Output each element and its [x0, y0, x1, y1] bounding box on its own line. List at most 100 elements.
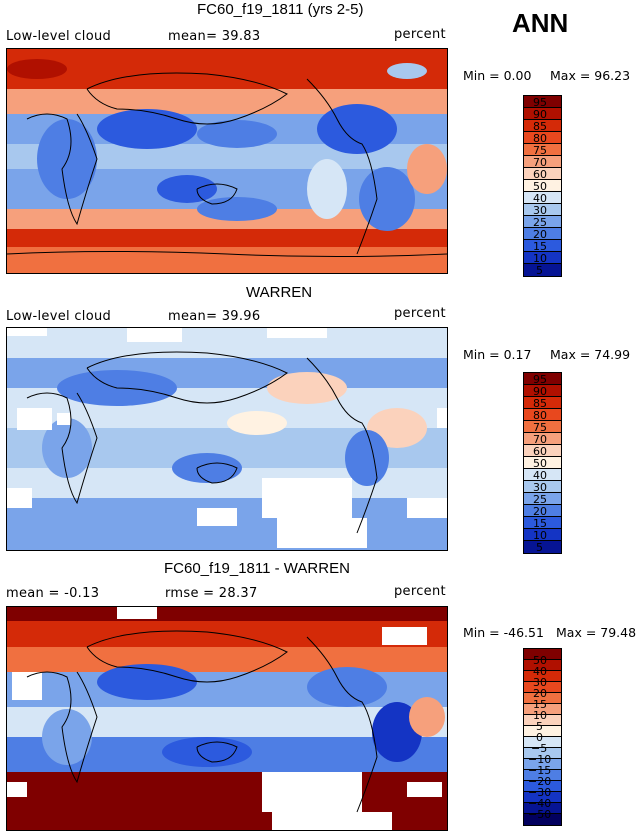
panel1-colorbar — [523, 95, 562, 277]
panel2-colorbar-swatch — [524, 409, 561, 421]
panel1-units-label: percent — [394, 27, 446, 42]
panel3-colorbar-label: −10 — [528, 753, 552, 766]
panel2-colorbar-swatch — [524, 481, 561, 493]
season-label: ANN — [512, 8, 569, 38]
panel2-colorbar-label: 5 — [536, 541, 543, 554]
panel1-colorbar-swatch — [524, 264, 561, 276]
panel1-colorbar-label: 60 — [533, 168, 547, 181]
panel3-colorbar-label: −15 — [528, 764, 552, 777]
panel1-colorbar-label: 80 — [533, 132, 547, 145]
panel1-map-field — [7, 49, 447, 273]
panel1-colorbar-label: 20 — [533, 228, 547, 241]
panel1-colorbar-label: 90 — [533, 108, 547, 121]
panel2-colorbar-swatch — [524, 373, 561, 385]
panel2-colorbar-label: 95 — [533, 373, 547, 386]
panel2-min-label: Min = 0.17 — [463, 347, 532, 362]
panel3-colorbar-swatch — [524, 715, 561, 726]
panel3-mean-label: mean = -0.13 — [6, 586, 100, 601]
panel1-colorbar-swatch — [524, 252, 561, 264]
panel1-colorbar-swatch — [524, 228, 561, 240]
panel1-colorbar-label: 5 — [536, 264, 543, 277]
panel1-colorbar-label: 15 — [533, 240, 547, 253]
panel1-colorbar-label: 10 — [533, 252, 547, 265]
panel3-colorbar-swatch — [524, 682, 561, 693]
panel3-max-label: Max = 79.48 — [556, 625, 637, 640]
panel3-map — [6, 606, 448, 831]
panel2-colorbar-swatch — [524, 385, 561, 397]
panel3-colorbar-swatch — [524, 704, 561, 715]
panel1-variable-label: Low-level cloud — [6, 29, 112, 44]
panel2-units-label: percent — [394, 306, 446, 321]
panel1-colorbar-swatch — [524, 120, 561, 132]
panel2-colorbar-swatch — [524, 517, 561, 529]
panel3-colorbar-label: 0 — [536, 731, 543, 744]
panel2-colorbar-swatch — [524, 469, 561, 481]
panel3-units-label: percent — [394, 584, 446, 599]
panel2-colorbar-label: 20 — [533, 505, 547, 518]
panel1-colorbar-label: 25 — [533, 216, 547, 229]
panel2-map-field — [7, 328, 447, 550]
panel2-colorbar-swatch — [524, 421, 561, 433]
panel1-title: FC60_f19_1811 (yrs 2-5) — [197, 1, 364, 18]
panel3-colorbar-label: 10 — [533, 709, 547, 722]
panel3-colorbar-swatch — [524, 792, 561, 803]
panel1-colorbar-swatch — [524, 168, 561, 180]
panel3-colorbar-swatch — [524, 781, 561, 792]
panel3-colorbar — [523, 648, 562, 826]
panel2-colorbar-swatch — [524, 505, 561, 517]
panel2-colorbar-label: 85 — [533, 397, 547, 410]
panel3-colorbar-label: −40 — [528, 797, 552, 810]
panel2-colorbar-label: 80 — [533, 409, 547, 422]
panel1-min-label: Min = 0.00 — [463, 68, 532, 83]
panel3-colorbar-swatch — [524, 660, 561, 671]
panel2-map — [6, 327, 448, 551]
panel3-colorbar-swatch — [524, 759, 561, 770]
panel3-colorbar-label: 50 — [533, 654, 547, 667]
panel3-colorbar-label: 30 — [533, 676, 547, 689]
panel3-colorbar-label: −50 — [528, 808, 552, 821]
panel1-colorbar-label: 75 — [533, 144, 547, 157]
panel1-colorbar-swatch — [524, 156, 561, 168]
panel1-colorbar-label: 95 — [533, 96, 547, 109]
panel2-colorbar-label: 50 — [533, 457, 547, 470]
panel3-colorbar-label: 15 — [533, 698, 547, 711]
panel2-colorbar-swatch — [524, 433, 561, 445]
panel2-colorbar-swatch — [524, 541, 561, 553]
panel3-colorbar-label: −5 — [531, 742, 548, 755]
panel2-colorbar-swatch — [524, 397, 561, 409]
panel3-colorbar-swatch — [524, 737, 561, 748]
panel1-colorbar-label: 85 — [533, 120, 547, 133]
panel3-colorbar-swatch — [524, 814, 561, 825]
panel3-colorbar-swatch — [524, 671, 561, 682]
panel1-max-label: Max = 96.23 — [550, 68, 631, 83]
panel2-colorbar — [523, 372, 562, 554]
panel1-colorbar-label: 30 — [533, 204, 547, 217]
panel2-colorbar-label: 25 — [533, 493, 547, 506]
panel3-colorbar-swatch — [524, 748, 561, 759]
panel3-rmse-label: rmse = 28.37 — [165, 586, 258, 601]
panel1-mean-label: mean= 39.83 — [168, 29, 261, 44]
panel1-colorbar-swatch — [524, 240, 561, 252]
panel1-colorbar-label: 40 — [533, 192, 547, 205]
panel1-colorbar-swatch — [524, 108, 561, 120]
panel2-mean-label: mean= 39.96 — [168, 309, 261, 324]
panel3-colorbar-label: 20 — [533, 687, 547, 700]
panel1-map — [6, 48, 448, 274]
panel2-colorbar-swatch — [524, 529, 561, 541]
panel2-colorbar-label: 40 — [533, 469, 547, 482]
panel3-colorbar-label: 40 — [533, 665, 547, 678]
panel2-colorbar-label: 60 — [533, 445, 547, 458]
panel3-colorbar-label: −30 — [528, 786, 552, 799]
panel1-colorbar-swatch — [524, 216, 561, 228]
panel1-colorbar-label: 70 — [533, 156, 547, 169]
panel3-colorbar-swatch — [524, 726, 561, 737]
panel2-variable-label: Low-level cloud — [6, 309, 112, 324]
panel3-colorbar-label: 5 — [536, 720, 543, 733]
panel3-colorbar-swatch — [524, 693, 561, 704]
panel2-colorbar-label: 10 — [533, 529, 547, 542]
panel3-map-field — [7, 607, 447, 830]
panel2-colorbar-swatch — [524, 445, 561, 457]
panel2-colorbar-label: 70 — [533, 433, 547, 446]
panel2-colorbar-label: 90 — [533, 385, 547, 398]
panel1-colorbar-swatch — [524, 132, 561, 144]
